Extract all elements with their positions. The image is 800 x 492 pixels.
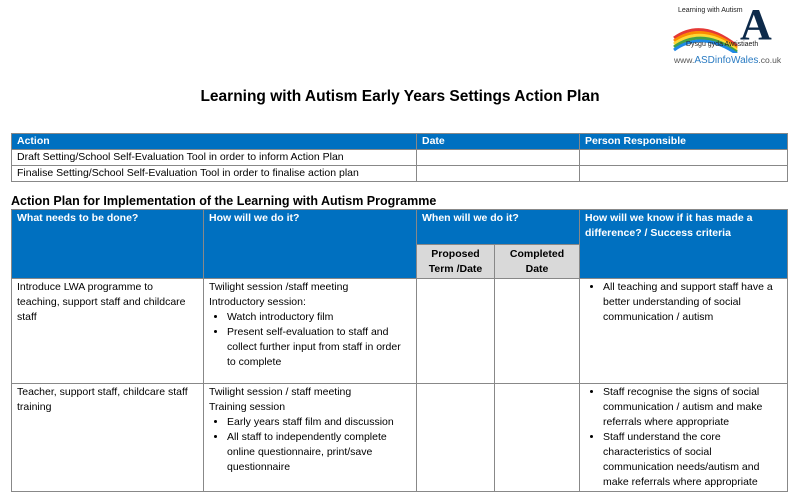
completed-cell	[493, 278, 581, 384]
logo-line2: Dysgu gyda Awtistiaeth	[686, 41, 759, 48]
proposed-cell	[416, 278, 495, 384]
table-row: Finalise Setting/School Self-Evaluation …	[11, 165, 788, 182]
criteria-bullet: Staff recognise the signs of social comm…	[603, 385, 782, 430]
header-when: When will we do it?	[415, 209, 581, 245]
how-bullet: All staff to independently complete onli…	[227, 430, 411, 475]
page-title: Learning with Autism Early Years Setting…	[200, 88, 600, 105]
asd-info-wales-logo: Learning with Autism Dysgu gyda Awtistia…	[672, 0, 781, 66]
header-how: How will we do it?	[203, 209, 417, 279]
header-criteria: How will we know if it has made a differ…	[579, 209, 789, 279]
what-cell: Teacher, support staff, childcare staff …	[11, 383, 204, 492]
table-row: Draft Setting/School Self-Evaluation Too…	[11, 149, 788, 166]
proposed-cell	[416, 383, 495, 492]
logo-url: www.ASDinfoWales.co.uk	[674, 55, 782, 66]
how-bullet: Watch introductory film	[227, 310, 411, 325]
how-line: Twilight session /staff meeting	[209, 281, 349, 293]
implementation-table: What needs to be done? How will we do it…	[11, 209, 789, 492]
header-action: Action	[11, 133, 417, 150]
how-bullet: Present self-evaluation to staff and col…	[227, 325, 411, 370]
criteria-bullet: Staff understand the core characteristic…	[603, 430, 782, 490]
how-line: Training session	[209, 401, 286, 413]
table-row: Introduce LWA programme to teaching, sup…	[11, 278, 789, 384]
criteria-cell: All teaching and support staff have a be…	[579, 278, 789, 384]
action-cell: Finalise Setting/School Self-Evaluation …	[11, 165, 417, 182]
logo-letter: A	[740, 0, 772, 49]
completed-cell	[493, 383, 581, 492]
table-subheader-row: Proposed Term /Date Completed Date	[12, 244, 788, 279]
date-cell	[416, 165, 580, 182]
header-proposed: Proposed Term /Date	[416, 244, 495, 279]
how-line: Twilight session / staff meeting	[209, 386, 352, 398]
header-what: What needs to be done?	[11, 209, 204, 279]
how-cell: Twilight session /staff meeting Introduc…	[203, 278, 417, 384]
header-date: Date	[416, 133, 580, 150]
how-line: Introductory session:	[209, 296, 306, 308]
rainbow-icon	[673, 28, 738, 53]
header-person: Person Responsible	[579, 133, 788, 150]
person-cell	[579, 149, 788, 166]
date-cell	[416, 149, 580, 166]
how-bullet: Early years staff film and discussion	[227, 415, 411, 430]
header-completed: Completed Date	[493, 244, 581, 279]
action-table: Action Date Person Responsible Draft Set…	[11, 133, 788, 182]
how-cell: Twilight session / staff meeting Trainin…	[203, 383, 417, 492]
person-cell	[579, 165, 788, 182]
table-row: Teacher, support staff, childcare staff …	[11, 383, 789, 492]
action-cell: Draft Setting/School Self-Evaluation Too…	[11, 149, 417, 166]
criteria-bullet: All teaching and support staff have a be…	[603, 280, 782, 325]
logo-line1: Learning with Autism	[678, 7, 743, 14]
table-header-row: Action Date Person Responsible	[11, 133, 788, 150]
what-cell: Introduce LWA programme to teaching, sup…	[11, 278, 204, 384]
table-header-row: What needs to be done? How will we do it…	[11, 209, 789, 279]
section-title: Action Plan for Implementation of the Le…	[11, 194, 437, 208]
criteria-cell: Staff recognise the signs of social comm…	[579, 383, 789, 492]
